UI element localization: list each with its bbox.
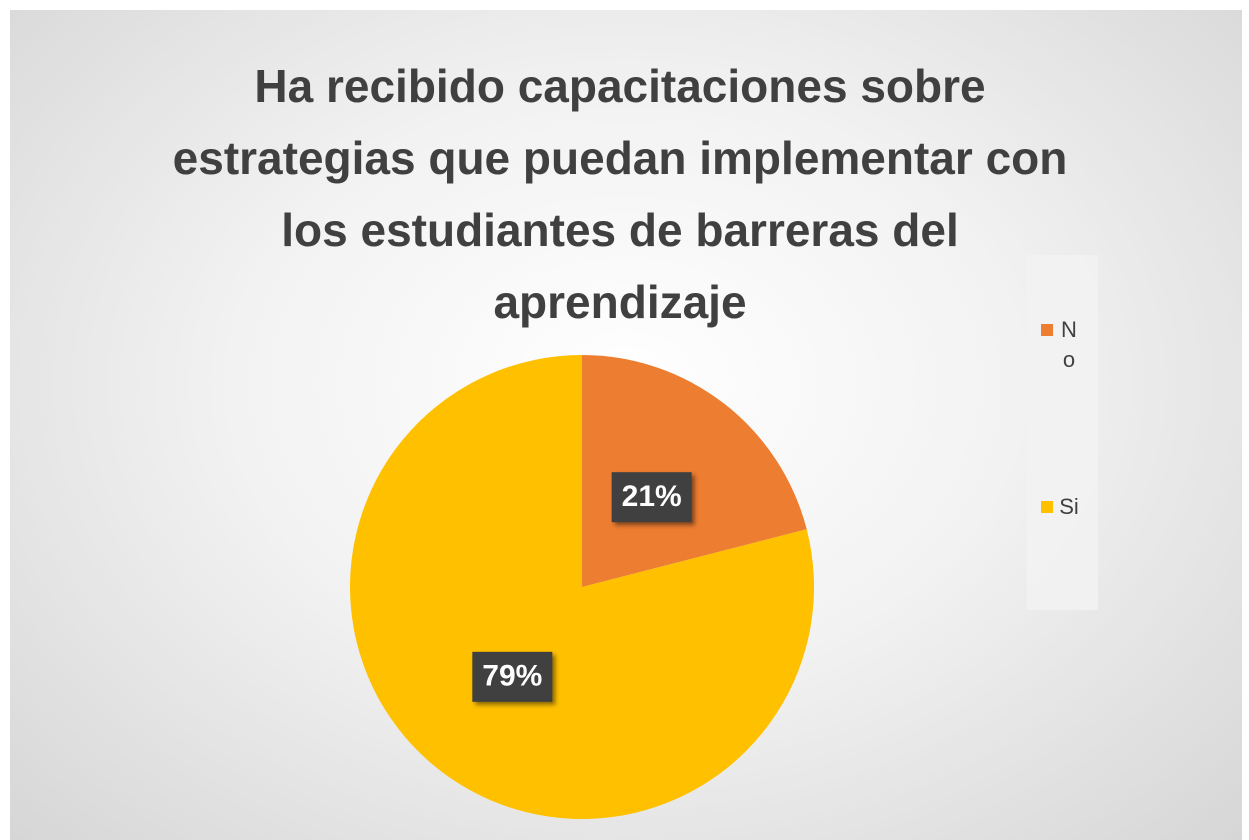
pie-slice (582, 355, 807, 587)
legend-swatch (1041, 501, 1053, 513)
chart-title: Ha recibido capacitaciones sobre estrate… (172, 60, 1068, 328)
data-label-box (472, 651, 553, 702)
data-label: 21% (622, 480, 682, 513)
legend-item: No (1041, 315, 1085, 375)
legend-label: No (1061, 317, 1077, 372)
legend-item: Si (1041, 492, 1085, 522)
legend-swatch (1041, 324, 1053, 336)
legend-label: Si (1059, 494, 1079, 519)
data-label-box (611, 472, 692, 523)
pie-slice (350, 355, 815, 819)
data-label: 79% (482, 660, 542, 693)
legend: No Si (1027, 255, 1098, 610)
